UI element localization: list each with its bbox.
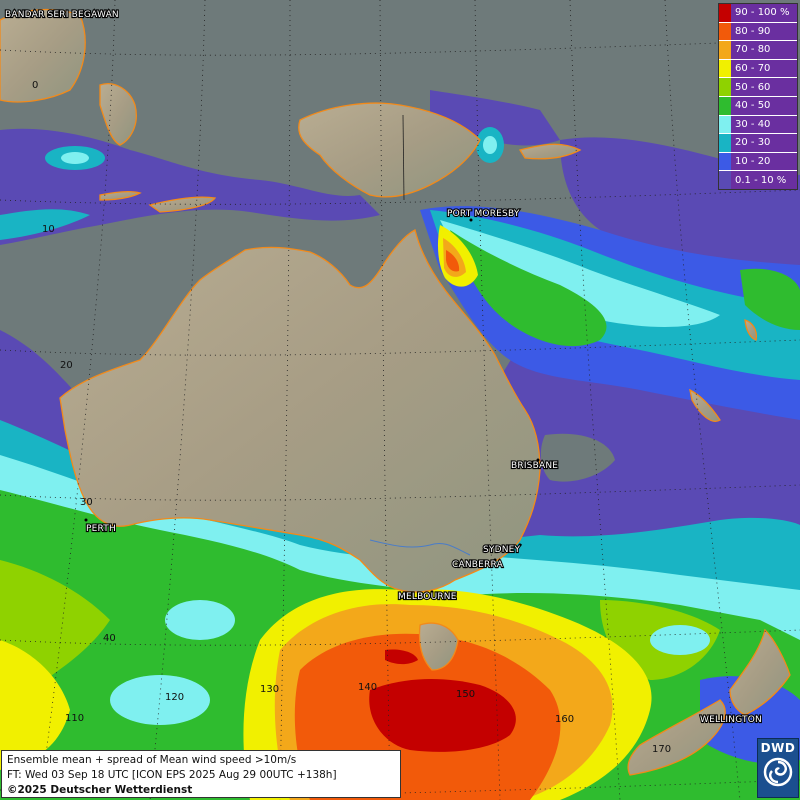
legend-item: 20 - 30 <box>719 134 797 153</box>
tasmania-land <box>418 622 459 671</box>
australia-land <box>59 229 541 593</box>
nz-south-land <box>627 699 726 776</box>
legend-label: 90 - 100 % <box>735 7 790 19</box>
legend-swatch <box>719 78 731 96</box>
copyright-text: ©2025 Deutscher Wetterdienst <box>7 784 193 796</box>
legend-label: 70 - 80 <box>735 44 771 56</box>
river-line <box>369 539 471 556</box>
legend-item: 40 - 50 <box>719 96 797 116</box>
legend-label: 30 - 40 <box>735 118 771 130</box>
legend-label: 80 - 90 <box>735 25 771 37</box>
legend-item: 80 - 90 <box>719 22 797 42</box>
city-labels: BANDAR SERI BEGAWAN PORT MORESBY BRISBAN… <box>4 9 763 726</box>
city-label-melbourne: MELBOURNE <box>398 592 457 602</box>
legend-swatch <box>719 59 731 78</box>
lon-label-160: 160 <box>555 714 574 725</box>
legend-label: 10 - 20 <box>735 156 771 168</box>
city-label-bandar-seri-begawan: BANDAR SERI BEGAWAN <box>5 10 119 20</box>
dwd-swirl-icon <box>763 757 793 787</box>
legend-label: 0.1 - 10 % <box>735 174 787 186</box>
lat-label-40: 40 <box>103 633 116 644</box>
borneo-land <box>0 8 86 103</box>
legend-swatch <box>719 4 731 22</box>
legend-item: 70 - 80 <box>719 41 797 60</box>
city-label-brisbane: BRISBANE <box>511 461 558 471</box>
lat-label-10: 10 <box>42 224 55 235</box>
legend-item: 10 - 20 <box>719 152 797 172</box>
city-label-port-moresby: PORT MORESBY <box>447 209 520 219</box>
lat-label-0: 0 <box>32 80 38 91</box>
new-guinea-land <box>298 102 481 198</box>
city-markers <box>84 12 732 718</box>
dwd-logo-text: DWD <box>760 741 796 755</box>
legend-item: 50 - 60 <box>719 78 797 97</box>
landmasses <box>0 8 791 776</box>
lon-label-170: 170 <box>652 744 671 755</box>
city-label-perth: PERTH <box>86 524 116 534</box>
legend-item: 90 - 100 % <box>719 4 797 23</box>
legend-swatch <box>719 115 731 134</box>
legend-swatch <box>719 152 731 171</box>
legend-label: 40 - 50 <box>735 100 771 112</box>
legend-swatch <box>719 96 731 115</box>
legend-label: 50 - 60 <box>735 81 771 93</box>
png-border-line <box>402 114 405 201</box>
legend-swatch <box>719 41 731 59</box>
lon-label-110: 110 <box>65 713 84 724</box>
legend-label: 20 - 30 <box>735 137 771 149</box>
forecast-time: FT: Wed 03 Sep 18 UTC [ICON EPS 2025 Aug… <box>7 769 337 781</box>
legend-item: 0.1 - 10 % <box>719 171 797 189</box>
product-description: Ensemble mean + spread of Mean wind spee… <box>7 754 297 766</box>
grid-labels: 0 10 20 30 40 110 120 130 140 150 160 17… <box>32 80 671 755</box>
sulawesi-land <box>99 83 137 146</box>
lon-label-150: 150 <box>456 689 475 700</box>
city-label-canberra: CANBERRA <box>452 560 504 570</box>
lat-label-30: 30 <box>80 497 93 508</box>
legend-swatch <box>719 22 731 41</box>
city-label-sydney: SYDNEY <box>483 545 521 555</box>
probability-legend: 90 - 100 % 80 - 90 70 - 80 60 - 70 50 - 60 40… <box>718 3 798 190</box>
legend-swatch <box>719 171 731 189</box>
legend-swatch <box>719 134 731 152</box>
info-box: Ensemble mean + spread of Mean wind spee… <box>1 750 401 798</box>
nz-north-land <box>729 628 791 716</box>
legend-item: 60 - 70 <box>719 59 797 79</box>
lon-label-130: 130 <box>260 684 279 695</box>
dwd-logo: DWD <box>757 738 799 798</box>
lon-label-120: 120 <box>165 692 184 703</box>
lon-label-140: 140 <box>358 682 377 693</box>
legend-label: 60 - 70 <box>735 63 771 75</box>
legend-item: 30 - 40 <box>719 115 797 135</box>
city-label-wellington: WELLINGTON <box>700 715 762 725</box>
lat-label-20: 20 <box>60 360 73 371</box>
